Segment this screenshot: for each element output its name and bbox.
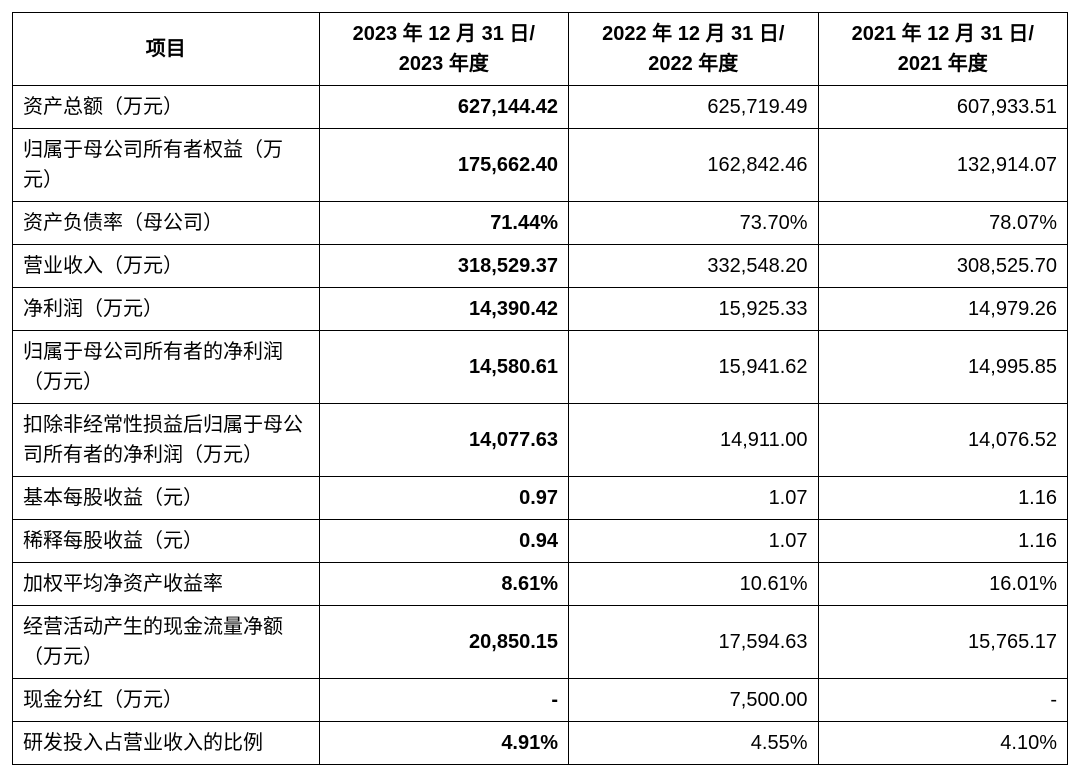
table-row: 现金分红（万元） - 7,500.00 -	[13, 679, 1068, 722]
table-row: 基本每股收益（元） 0.97 1.07 1.16	[13, 477, 1068, 520]
table-row: 扣除非经常性损益后归属于母公司所有者的净利润（万元） 14,077.63 14,…	[13, 404, 1068, 477]
table-row: 净利润（万元） 14,390.42 15,925.33 14,979.26	[13, 288, 1068, 331]
row-item: 归属于母公司所有者权益（万元）	[13, 129, 320, 202]
table-row: 经营活动产生的现金流量净额（万元） 20,850.15 17,594.63 15…	[13, 606, 1068, 679]
row-2021: 607,933.51	[818, 86, 1068, 129]
row-2021: 308,525.70	[818, 245, 1068, 288]
row-2023: 14,077.63	[319, 404, 568, 477]
row-item: 基本每股收益（元）	[13, 477, 320, 520]
row-item: 稀释每股收益（元）	[13, 520, 320, 563]
row-2022: 73.70%	[569, 202, 818, 245]
row-item: 归属于母公司所有者的净利润（万元）	[13, 331, 320, 404]
row-2023: 14,390.42	[319, 288, 568, 331]
row-2021: 4.10%	[818, 722, 1068, 765]
row-item: 资产负债率（母公司）	[13, 202, 320, 245]
row-2022: 15,925.33	[569, 288, 818, 331]
row-2023: 71.44%	[319, 202, 568, 245]
row-2022: 15,941.62	[569, 331, 818, 404]
row-item: 扣除非经常性损益后归属于母公司所有者的净利润（万元）	[13, 404, 320, 477]
row-item: 净利润（万元）	[13, 288, 320, 331]
col-header-2021: 2021 年 12 月 31 日/ 2021 年度	[818, 13, 1068, 86]
row-2023: 14,580.61	[319, 331, 568, 404]
financial-table: 项目 2023 年 12 月 31 日/ 2023 年度 2022 年 12 月…	[12, 12, 1068, 765]
row-item: 现金分红（万元）	[13, 679, 320, 722]
row-2022: 4.55%	[569, 722, 818, 765]
row-2023: 8.61%	[319, 563, 568, 606]
table-row: 归属于母公司所有者的净利润（万元） 14,580.61 15,941.62 14…	[13, 331, 1068, 404]
table-header-row: 项目 2023 年 12 月 31 日/ 2023 年度 2022 年 12 月…	[13, 13, 1068, 86]
table-row: 资产负债率（母公司） 71.44% 73.70% 78.07%	[13, 202, 1068, 245]
row-2023: -	[319, 679, 568, 722]
row-2022: 1.07	[569, 477, 818, 520]
table-row: 稀释每股收益（元） 0.94 1.07 1.16	[13, 520, 1068, 563]
row-item: 经营活动产生的现金流量净额（万元）	[13, 606, 320, 679]
row-item: 营业收入（万元）	[13, 245, 320, 288]
table-row: 归属于母公司所有者权益（万元） 175,662.40 162,842.46 13…	[13, 129, 1068, 202]
col-header-item: 项目	[13, 13, 320, 86]
row-2023: 4.91%	[319, 722, 568, 765]
row-2023: 0.94	[319, 520, 568, 563]
table-row: 资产总额（万元） 627,144.42 625,719.49 607,933.5…	[13, 86, 1068, 129]
row-2021: 16.01%	[818, 563, 1068, 606]
col-header-2023: 2023 年 12 月 31 日/ 2023 年度	[319, 13, 568, 86]
row-2022: 17,594.63	[569, 606, 818, 679]
row-2022: 162,842.46	[569, 129, 818, 202]
row-2023: 318,529.37	[319, 245, 568, 288]
row-2022: 10.61%	[569, 563, 818, 606]
row-2021: 14,076.52	[818, 404, 1068, 477]
col-header-2022: 2022 年 12 月 31 日/ 2022 年度	[569, 13, 818, 86]
row-2022: 7,500.00	[569, 679, 818, 722]
table-row: 研发投入占营业收入的比例 4.91% 4.55% 4.10%	[13, 722, 1068, 765]
table-row: 营业收入（万元） 318,529.37 332,548.20 308,525.7…	[13, 245, 1068, 288]
table-body: 资产总额（万元） 627,144.42 625,719.49 607,933.5…	[13, 86, 1068, 765]
row-2021: 14,995.85	[818, 331, 1068, 404]
row-item: 资产总额（万元）	[13, 86, 320, 129]
row-2021: -	[818, 679, 1068, 722]
row-2021: 78.07%	[818, 202, 1068, 245]
row-2021: 1.16	[818, 477, 1068, 520]
row-2021: 15,765.17	[818, 606, 1068, 679]
row-2021: 1.16	[818, 520, 1068, 563]
row-2023: 0.97	[319, 477, 568, 520]
row-2022: 14,911.00	[569, 404, 818, 477]
row-2023: 175,662.40	[319, 129, 568, 202]
row-2021: 132,914.07	[818, 129, 1068, 202]
row-2022: 625,719.49	[569, 86, 818, 129]
row-2022: 332,548.20	[569, 245, 818, 288]
row-2023: 627,144.42	[319, 86, 568, 129]
table-row: 加权平均净资产收益率 8.61% 10.61% 16.01%	[13, 563, 1068, 606]
row-2021: 14,979.26	[818, 288, 1068, 331]
row-2023: 20,850.15	[319, 606, 568, 679]
row-2022: 1.07	[569, 520, 818, 563]
row-item: 研发投入占营业收入的比例	[13, 722, 320, 765]
row-item: 加权平均净资产收益率	[13, 563, 320, 606]
